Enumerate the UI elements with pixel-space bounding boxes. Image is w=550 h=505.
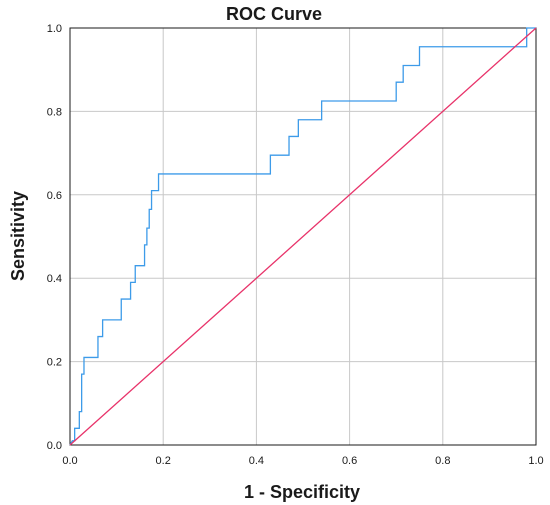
y-axis-label: Sensitivity <box>8 191 28 281</box>
y-tick-label: 0.4 <box>47 273 62 285</box>
x-tick-label: 0.0 <box>62 455 77 467</box>
series-group <box>69 27 537 446</box>
y-tick-label: 0.2 <box>47 357 62 369</box>
y-tick-label: 0.0 <box>47 440 62 452</box>
chart-title: ROC Curve <box>226 4 322 24</box>
plot-frame <box>69 27 537 446</box>
grid <box>70 28 536 445</box>
x-tick-label: 0.2 <box>156 455 171 467</box>
x-tick-label: 1.0 <box>528 455 543 467</box>
x-tick-label: 0.4 <box>249 455 264 467</box>
x-tick-label: 0.6 <box>342 455 357 467</box>
y-tick-label: 1.0 <box>47 23 62 35</box>
reference-diagonal-line <box>69 27 537 446</box>
x-axis-label: 1 - Specificity <box>244 482 360 502</box>
x-tick-label: 0.8 <box>435 455 450 467</box>
y-tick-label: 0.6 <box>47 190 62 202</box>
y-tick-label: 0.8 <box>47 106 62 118</box>
roc-curve-line <box>69 27 536 446</box>
tick-labels: 0.0 0.2 0.4 0.6 0.8 1.0 0.0 0.2 0.4 0.6 0.8 1.0 <box>47 23 544 467</box>
